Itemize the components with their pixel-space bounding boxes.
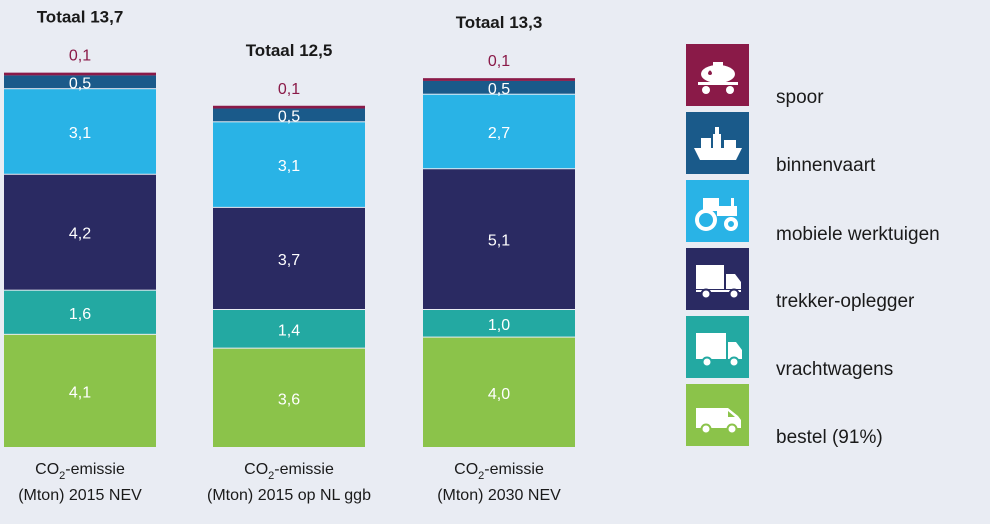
category-label-line2: (Mton) 2015 op NL ggb xyxy=(207,487,371,504)
data-label: 4,1 xyxy=(69,384,91,401)
bar-segment xyxy=(213,348,365,447)
category-label-line2: (Mton) 2030 NEV xyxy=(437,487,561,504)
bar-stack: 3,6 1,4 3,7 3,1 0,5 0,1 Totaal 12,5 CO2-emissie… xyxy=(207,41,371,504)
legend-label: mobiele werktuigen xyxy=(776,224,940,245)
semi-truck-icon xyxy=(686,248,749,310)
ship-icon xyxy=(686,112,749,174)
category-label: CO2-emissie xyxy=(244,461,334,482)
bar-segment xyxy=(4,174,156,290)
data-label: 3,1 xyxy=(69,125,91,142)
bar-segment xyxy=(213,122,365,207)
data-label: 3,7 xyxy=(278,252,300,269)
bar-segment xyxy=(213,207,365,309)
bar-segment xyxy=(423,94,575,169)
legend-label: vrachtwagens xyxy=(776,359,894,380)
data-label: 0,1 xyxy=(488,53,510,70)
data-label: 0,5 xyxy=(278,108,300,125)
data-label: 3,1 xyxy=(278,158,300,175)
bar-segment xyxy=(423,310,575,337)
data-label: 0,1 xyxy=(278,81,300,98)
bar-segment xyxy=(423,169,575,309)
tank-wagon-icon xyxy=(686,44,749,106)
bar-segment xyxy=(4,290,156,334)
data-label: 0,5 xyxy=(488,81,510,98)
data-label: 1,0 xyxy=(488,317,510,334)
legend-label: trekker-oplegger xyxy=(776,291,915,312)
bar-segment xyxy=(423,80,575,94)
data-label: 1,6 xyxy=(69,306,91,323)
van-icon xyxy=(686,384,749,446)
legend-label: binnenvaart xyxy=(776,155,876,176)
category-label: CO2-emissie xyxy=(35,461,125,482)
bar-segment xyxy=(4,75,156,89)
category-label-line2: (Mton) 2015 NEV xyxy=(18,487,142,504)
data-label: 3,6 xyxy=(278,391,300,408)
tractor-icon xyxy=(686,180,749,242)
total-label: Totaal 13,3 xyxy=(456,13,543,32)
bar-segment xyxy=(213,105,365,109)
total-label: Totaal 13,7 xyxy=(37,8,124,27)
bar-stack: 4,1 1,6 4,2 3,1 0,5 0,1 Totaal 13,7 CO2-emissie… xyxy=(4,8,156,504)
category-label: CO2-emissie xyxy=(454,461,544,482)
legend-label: bestel (91%) xyxy=(776,427,883,448)
data-label: 2,7 xyxy=(488,125,510,142)
data-label: 0,5 xyxy=(69,75,91,92)
data-label: 5,1 xyxy=(488,233,510,250)
data-label: 0,1 xyxy=(69,48,91,65)
bar-segment xyxy=(4,334,156,447)
data-label: 4,0 xyxy=(488,386,510,403)
box-truck-icon xyxy=(686,316,749,378)
data-label: 1,4 xyxy=(278,322,300,339)
bar-segment xyxy=(423,78,575,81)
bar-segment xyxy=(213,108,365,122)
bar-segment xyxy=(4,72,156,76)
total-label: Totaal 12,5 xyxy=(246,41,333,60)
legend-label: spoor xyxy=(776,87,824,108)
data-label: 4,2 xyxy=(69,226,91,243)
bar-stack: 4,0 1,0 5,1 2,7 0,5 0,1 Totaal 13,3 CO2-emissie… xyxy=(423,13,575,504)
bar-segment xyxy=(4,89,156,174)
bar-segment xyxy=(423,337,575,447)
bar-segment xyxy=(213,310,365,348)
